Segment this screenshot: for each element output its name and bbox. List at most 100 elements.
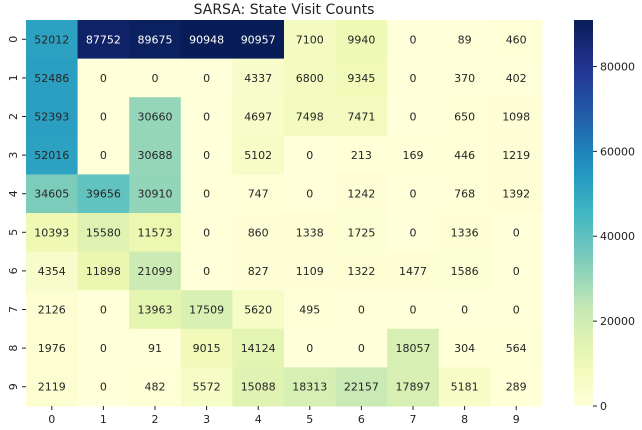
y-tick-label: 4 (7, 190, 20, 197)
heatmap-cell (490, 135, 543, 175)
cell-value-label: 52016 (34, 149, 69, 162)
heatmap-cell (335, 213, 388, 253)
cell-value-label: 0 (203, 265, 210, 278)
cell-value-label: 650 (454, 111, 475, 124)
heatmap-cell (387, 213, 440, 253)
heatmap-cell (335, 20, 388, 60)
heatmap-cell (438, 58, 491, 98)
cell-value-label: 1392 (502, 188, 530, 201)
cell-value-label: 1109 (296, 265, 324, 278)
heatmap-cell (232, 174, 285, 214)
cell-value-label: 5572 (193, 381, 221, 394)
heatmap-cell (284, 97, 337, 137)
cell-value-label: 1219 (502, 149, 530, 162)
heatmap-cell (26, 367, 79, 407)
heatmap-cell (232, 213, 285, 253)
cell-value-label: 0 (513, 226, 520, 239)
cell-value-label: 0 (358, 304, 365, 317)
cell-value-label: 0 (203, 111, 210, 124)
cell-value-label: 52486 (34, 72, 69, 85)
cell-value-label: 0 (410, 188, 417, 201)
cell-value-label: 0 (410, 226, 417, 239)
cell-value-label: 39656 (86, 188, 121, 201)
colorbar-tick-label: 20000 (600, 315, 635, 328)
heatmap-cell (490, 97, 543, 137)
x-tick-label: 6 (358, 413, 365, 426)
cell-value-label: 89675 (138, 33, 173, 46)
heatmap-cell (26, 97, 79, 137)
heatmap-cell (438, 367, 491, 407)
cell-value-label: 91 (148, 342, 162, 355)
x-tick-label: 8 (461, 413, 468, 426)
cell-value-label: 7471 (347, 111, 375, 124)
cell-value-label: 30910 (138, 188, 173, 201)
heatmap-cell (77, 20, 130, 60)
heatmap-cell (232, 135, 285, 175)
cell-value-label: 0 (100, 72, 107, 85)
cell-value-label: 7100 (296, 33, 324, 46)
cell-value-label: 9940 (347, 33, 375, 46)
heatmap-cell (129, 58, 182, 98)
heatmap-cell (387, 328, 440, 368)
colorbar-tick-label: 40000 (600, 230, 635, 243)
heatmap-cell (180, 20, 233, 60)
heatmap-cell (180, 58, 233, 98)
heatmap-cell (180, 213, 233, 253)
heatmap-cell (335, 174, 388, 214)
heatmap-cell (335, 251, 388, 291)
cell-value-label: 0 (203, 149, 210, 162)
heatmap-cell (129, 135, 182, 175)
cell-value-label: 289 (506, 381, 527, 394)
heatmap-cell (335, 367, 388, 407)
cell-value-label: 7498 (296, 111, 324, 124)
cell-value-label: 0 (100, 304, 107, 317)
y-tick-label: 6 (7, 267, 20, 274)
cell-value-label: 22157 (344, 381, 379, 394)
cell-value-label: 11573 (138, 226, 173, 239)
heatmap-cell (180, 97, 233, 137)
heatmap-cell (490, 58, 543, 98)
heatmap-cell (180, 328, 233, 368)
cell-value-label: 0 (203, 72, 210, 85)
cell-value-label: 11898 (86, 265, 121, 278)
x-tick-label: 5 (306, 413, 313, 426)
heatmap-cell (77, 58, 130, 98)
cell-value-label: 2119 (38, 381, 66, 394)
cell-value-label: 1725 (347, 226, 375, 239)
heatmap-cell (26, 135, 79, 175)
heatmap-cell (129, 174, 182, 214)
heatmap-cell (387, 20, 440, 60)
heatmap-cell (284, 251, 337, 291)
heatmap-cell (77, 251, 130, 291)
y-tick-label: 8 (7, 345, 20, 352)
cell-value-label: 18313 (292, 381, 327, 394)
cell-value-label: 0 (410, 33, 417, 46)
cell-value-label: 495 (299, 304, 320, 317)
heatmap-cell (335, 328, 388, 368)
heatmap-cell (26, 251, 79, 291)
heatmap-cell (26, 328, 79, 368)
colorbar: 0 20000 40000 60000 80000 (574, 20, 635, 413)
heatmap-cell (26, 290, 79, 330)
cell-value-label: 4354 (38, 265, 66, 278)
heatmap-cell (77, 213, 130, 253)
heatmap-cell (129, 290, 182, 330)
heatmap-cell (129, 251, 182, 291)
heatmap-cell (438, 20, 491, 60)
cell-value-label: 402 (506, 72, 527, 85)
heatmap-cell (438, 251, 491, 291)
heatmap-cell (387, 174, 440, 214)
cell-value-label: 768 (454, 188, 475, 201)
cell-value-label: 213 (351, 149, 372, 162)
heatmap-cell (284, 367, 337, 407)
x-axis-ticks: 0 1 2 3 4 5 6 7 8 9 (48, 406, 520, 426)
cell-value-label: 482 (145, 381, 166, 394)
cell-value-label: 0 (306, 149, 313, 162)
y-tick-label: 9 (7, 383, 20, 390)
heatmap-cell (335, 290, 388, 330)
cell-value-label: 860 (248, 226, 269, 239)
chart-title: SARSA: State Visit Counts (194, 2, 375, 18)
cell-value-label: 827 (248, 265, 269, 278)
cell-value-label: 90948 (189, 33, 224, 46)
